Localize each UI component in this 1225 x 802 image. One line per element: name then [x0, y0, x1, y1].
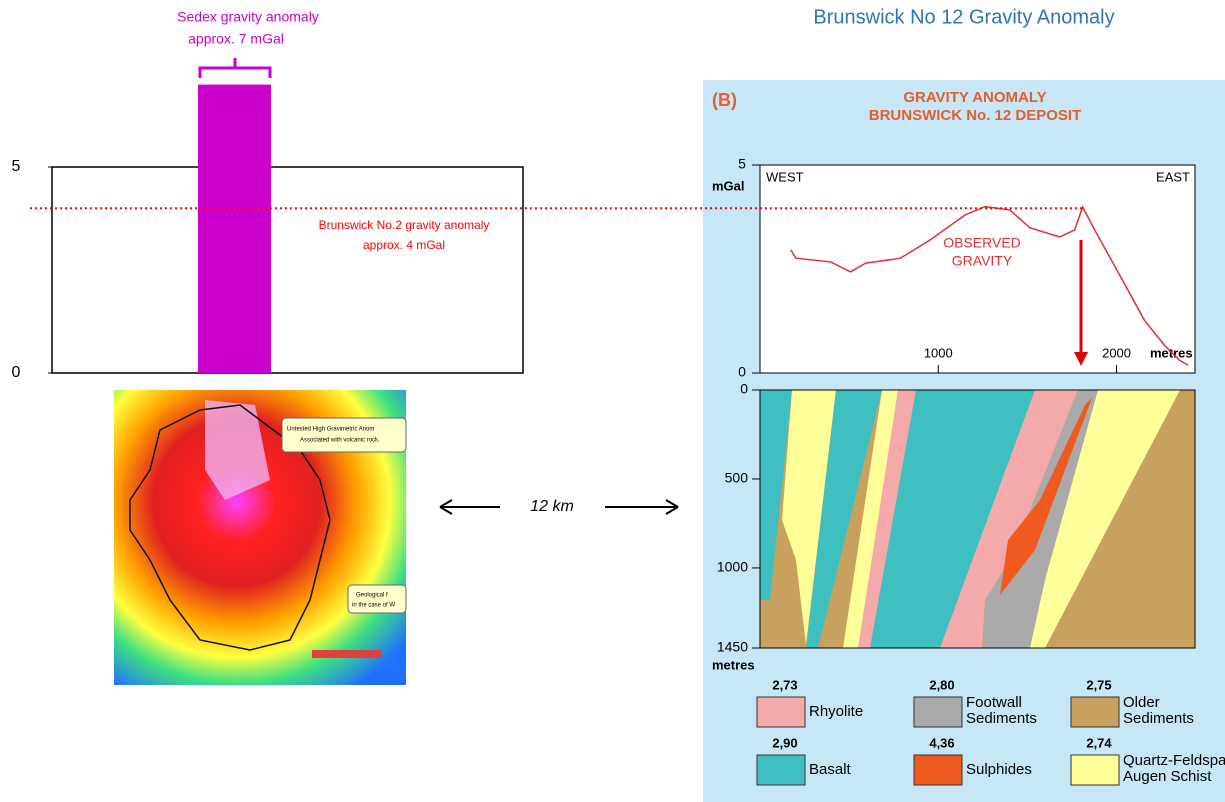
geological-section — [760, 390, 1195, 648]
panel-title: BRUNSWICK No. 12 DEPOSIT — [869, 107, 1082, 124]
legend-density: 4,36 — [929, 735, 954, 750]
heading: Brunswick No 12 Gravity Anomaly — [813, 6, 1114, 28]
legend-name: Augen Schist — [1123, 768, 1212, 785]
bar-label: Sedex gravity anomaly — [177, 9, 319, 25]
legend-name: Older — [1123, 694, 1160, 711]
legend-swatch — [914, 755, 962, 785]
callout-text: in the case of W — [352, 603, 395, 609]
depth-tick-label: 1000 — [717, 559, 748, 575]
callout-text: Untested High Gravimetric Anom — [287, 427, 374, 433]
panel-label: (B) — [712, 90, 737, 110]
profile-frame — [760, 165, 1195, 373]
legend-density: 2,75 — [1086, 677, 1111, 692]
x-tick-label: 2000 — [1102, 345, 1131, 360]
legend-swatch — [914, 697, 962, 727]
slide: 05 Sedex gravity anomaly approx. 7 mGal … — [0, 0, 1225, 802]
bracket — [200, 58, 270, 78]
depth-unit: metres — [712, 657, 755, 672]
curve-label: OBSERVED — [943, 235, 1021, 251]
curve-label: GRAVITY — [952, 253, 1013, 269]
legend-density: 2,74 — [1086, 735, 1112, 750]
legend-swatch — [757, 755, 805, 785]
bar-label: approx. 7 mGal — [188, 31, 284, 47]
y-tick-label: 5 — [12, 158, 21, 175]
distance-label: 12 km — [530, 498, 574, 515]
callout-text: Geological f — [356, 593, 388, 599]
reference-label: Brunswick No.2 gravity anomaly — [319, 218, 490, 232]
legend-density: 2,80 — [929, 677, 954, 692]
reference-label: approx. 4 mGal — [363, 238, 445, 252]
callout — [348, 585, 406, 613]
callout — [282, 418, 406, 452]
legend-name: Footwall — [966, 694, 1022, 711]
x-tick-label: 1000 — [924, 345, 953, 360]
y-tick-label: 0 — [12, 364, 21, 381]
panel-title: GRAVITY ANOMALY — [903, 89, 1046, 106]
callout-text: Associated with volcanic rock. — [300, 438, 380, 444]
legend-name: Sediments — [966, 710, 1037, 727]
legend-name: Sediments — [1123, 710, 1194, 727]
depth-tick-label: 0 — [740, 381, 748, 397]
legend-name: Quartz-Feldspar — [1123, 752, 1225, 769]
chart-frame — [52, 167, 523, 373]
legend-swatch — [1071, 755, 1119, 785]
east-label: EAST — [1156, 169, 1190, 184]
bar — [198, 85, 271, 373]
depth-tick-label: 1450 — [717, 639, 748, 655]
west-label: WEST — [766, 169, 804, 184]
legend-density: 2,73 — [772, 677, 797, 692]
y-unit: mGal — [712, 178, 745, 193]
depth-tick-label: 500 — [725, 470, 749, 486]
legend-density: 2,90 — [772, 735, 797, 750]
legend-swatch — [757, 697, 805, 727]
gravity-map: Untested High Gravimetric Anom Associate… — [114, 390, 406, 685]
legend-name: Rhyolite — [809, 703, 863, 720]
y-tick-label: 5 — [738, 156, 746, 172]
legend-swatch — [1071, 697, 1119, 727]
y-tick-label: 0 — [738, 364, 746, 380]
colorbar — [312, 650, 382, 658]
legend-name: Basalt — [809, 761, 852, 778]
legend-name: Sulphides — [966, 761, 1032, 778]
